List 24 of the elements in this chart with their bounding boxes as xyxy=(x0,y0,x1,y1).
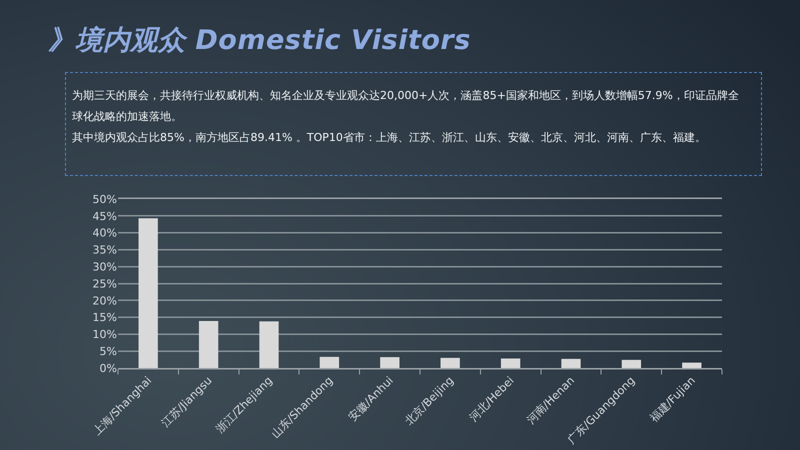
bar xyxy=(198,321,218,368)
text: 为期三天的展会，共接待行业权威机构、知名企业及专业观众达20,000+人次，涵盖85+国家和地区，到场人数增幅57.9%，印证品牌全球化战略的加速落地。 xyxy=(72,88,740,125)
y-tick-label: 10% xyxy=(92,328,117,342)
y-tick-label: 45% xyxy=(92,210,117,223)
bar xyxy=(259,321,279,368)
y-tick-label: 50% xyxy=(92,192,117,206)
bar xyxy=(622,360,642,368)
y-tick-label: 35% xyxy=(92,244,117,257)
bar xyxy=(561,358,581,368)
y-tick-label: 0% xyxy=(100,362,117,375)
bar xyxy=(380,357,400,368)
bar xyxy=(320,356,340,368)
y-tick-label: 30% xyxy=(92,260,117,274)
bar xyxy=(138,218,158,368)
y-tick-label: 20% xyxy=(92,294,117,308)
bar xyxy=(440,358,460,368)
y-tick-label: 25% xyxy=(92,277,117,290)
y-tick-label: 5% xyxy=(100,344,117,358)
text: 其中境内观众占比85%，南方地区占89.41% 。TOP10省市：上海、江苏、浙江、山东、安徽、北京、河北、河南、广东、福建。 xyxy=(72,130,707,146)
bar xyxy=(500,358,520,368)
y-tick-label: 15% xyxy=(92,311,117,324)
y-tick-label: 40% xyxy=(92,226,117,240)
bar xyxy=(682,362,702,368)
chart-title: 》境内观众 Domestic Visitors xyxy=(48,25,471,58)
